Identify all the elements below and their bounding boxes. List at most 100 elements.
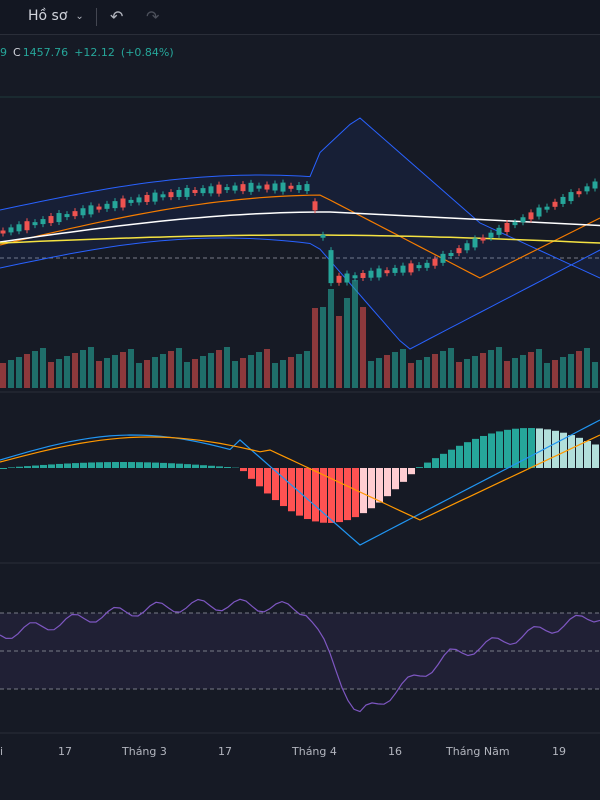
price-chart[interactable] (0, 36, 600, 736)
macd-histogram-bar (440, 453, 447, 468)
macd-histogram-bar (472, 438, 479, 468)
macd-histogram-bar (16, 466, 23, 468)
macd-histogram-bar (64, 463, 71, 468)
macd-histogram-bar (168, 463, 175, 468)
candle-body (464, 243, 470, 251)
macd-histogram-bar (336, 468, 343, 523)
volume-bar (592, 362, 598, 388)
bollinger-bands (0, 117, 600, 350)
candle-body (328, 250, 334, 284)
macd-histogram-bar (160, 462, 167, 468)
macd-histogram-bar (408, 468, 415, 475)
volume-bar (448, 348, 454, 388)
volume-bar (576, 351, 582, 388)
candle-body (24, 221, 30, 231)
volume-bar (472, 356, 478, 388)
candle-body (120, 198, 126, 208)
volume-bar (432, 354, 438, 388)
candle-body (96, 206, 102, 210)
candle-body (368, 270, 374, 278)
macd-histogram-bar (216, 466, 223, 468)
candle-body (144, 194, 150, 202)
volume-bar (120, 352, 126, 388)
time-axis-label: 17 (218, 745, 232, 758)
candle-body (416, 265, 422, 269)
candle-body (136, 197, 142, 203)
volume-bar (544, 363, 550, 388)
candlesticks (0, 178, 598, 287)
macd-histogram-bar (8, 467, 15, 468)
candle-body (576, 191, 582, 195)
macd-histogram-bar (344, 468, 351, 521)
candle-body (248, 182, 254, 192)
macd-histogram-bar (376, 468, 383, 503)
volume-bar (104, 358, 110, 388)
candle-body (512, 222, 518, 226)
volume-bar (192, 359, 198, 388)
candle-body (184, 187, 190, 197)
macd-histogram-bar (200, 465, 207, 468)
macd-histogram-bar (136, 462, 143, 468)
macd-histogram-bar (40, 464, 47, 468)
macd-histogram-bar (288, 468, 295, 512)
candle-body (168, 192, 174, 198)
volume-bar (360, 307, 366, 388)
macd-histogram-bar (152, 462, 159, 468)
candle-body (112, 201, 118, 209)
candle-body (472, 238, 478, 248)
volume-bar (88, 347, 94, 388)
macd-histogram-bar (360, 468, 367, 514)
macd-histogram-bar (384, 468, 391, 497)
volume-bar (64, 356, 70, 388)
rsi-pane (0, 598, 600, 713)
volume-bar (512, 358, 518, 388)
macd-histogram-bar (304, 468, 311, 520)
volume-bar (528, 352, 534, 388)
volume-bar (168, 351, 174, 388)
macd-histogram-bar (224, 466, 231, 468)
volume-bar (288, 357, 294, 388)
legend-change-percent: (+0.84%) (120, 46, 174, 59)
volume-bar (352, 280, 358, 388)
chevron-down-icon: ⌄ (75, 10, 84, 22)
candle-body (376, 268, 382, 278)
macd-histogram-bar (24, 466, 31, 468)
macd-histogram-bar (320, 468, 327, 523)
profile-label: Hồ sơ (28, 8, 68, 24)
time-axis-label: Tháng Năm (446, 745, 510, 758)
macd-histogram-bar (208, 465, 215, 468)
time-axis-label: 19 (552, 745, 566, 758)
profile-dropdown[interactable]: Hồ sơ ⌄ (28, 8, 84, 24)
candle-body (408, 263, 414, 273)
undo-icon[interactable]: ↶ (110, 7, 124, 26)
legend-change-value: +12.12 (74, 46, 115, 59)
volume-bar (208, 353, 214, 388)
candle-body (208, 186, 214, 194)
macd-histogram-bar (192, 464, 199, 468)
time-axis-label: i (0, 745, 4, 758)
candle-body (232, 185, 238, 191)
macd-histogram-bar (80, 462, 87, 468)
macd-histogram-bar (256, 468, 263, 487)
candle-body (264, 184, 270, 190)
candle-body (496, 227, 502, 235)
volume-bar (536, 349, 542, 388)
macd-histogram-bar (480, 435, 487, 468)
macd-histogram-bar (520, 428, 527, 468)
macd-histogram-bar (568, 435, 575, 468)
candle-body (224, 187, 230, 191)
bb-lower-line (0, 237, 600, 350)
candle-body (344, 273, 350, 283)
candle-body (384, 270, 390, 274)
volume-bar (160, 354, 166, 388)
volume-bar (328, 289, 334, 388)
volume-bar (0, 363, 6, 388)
macd-histogram-bar (368, 468, 375, 509)
bb-fill (0, 118, 600, 349)
macd-histogram-bar (312, 468, 319, 522)
volume-bar (296, 354, 302, 388)
volume-bar (560, 357, 566, 388)
volume-bar (16, 357, 22, 388)
redo-icon[interactable]: ↷ (146, 7, 160, 26)
volume-bar (456, 362, 462, 388)
